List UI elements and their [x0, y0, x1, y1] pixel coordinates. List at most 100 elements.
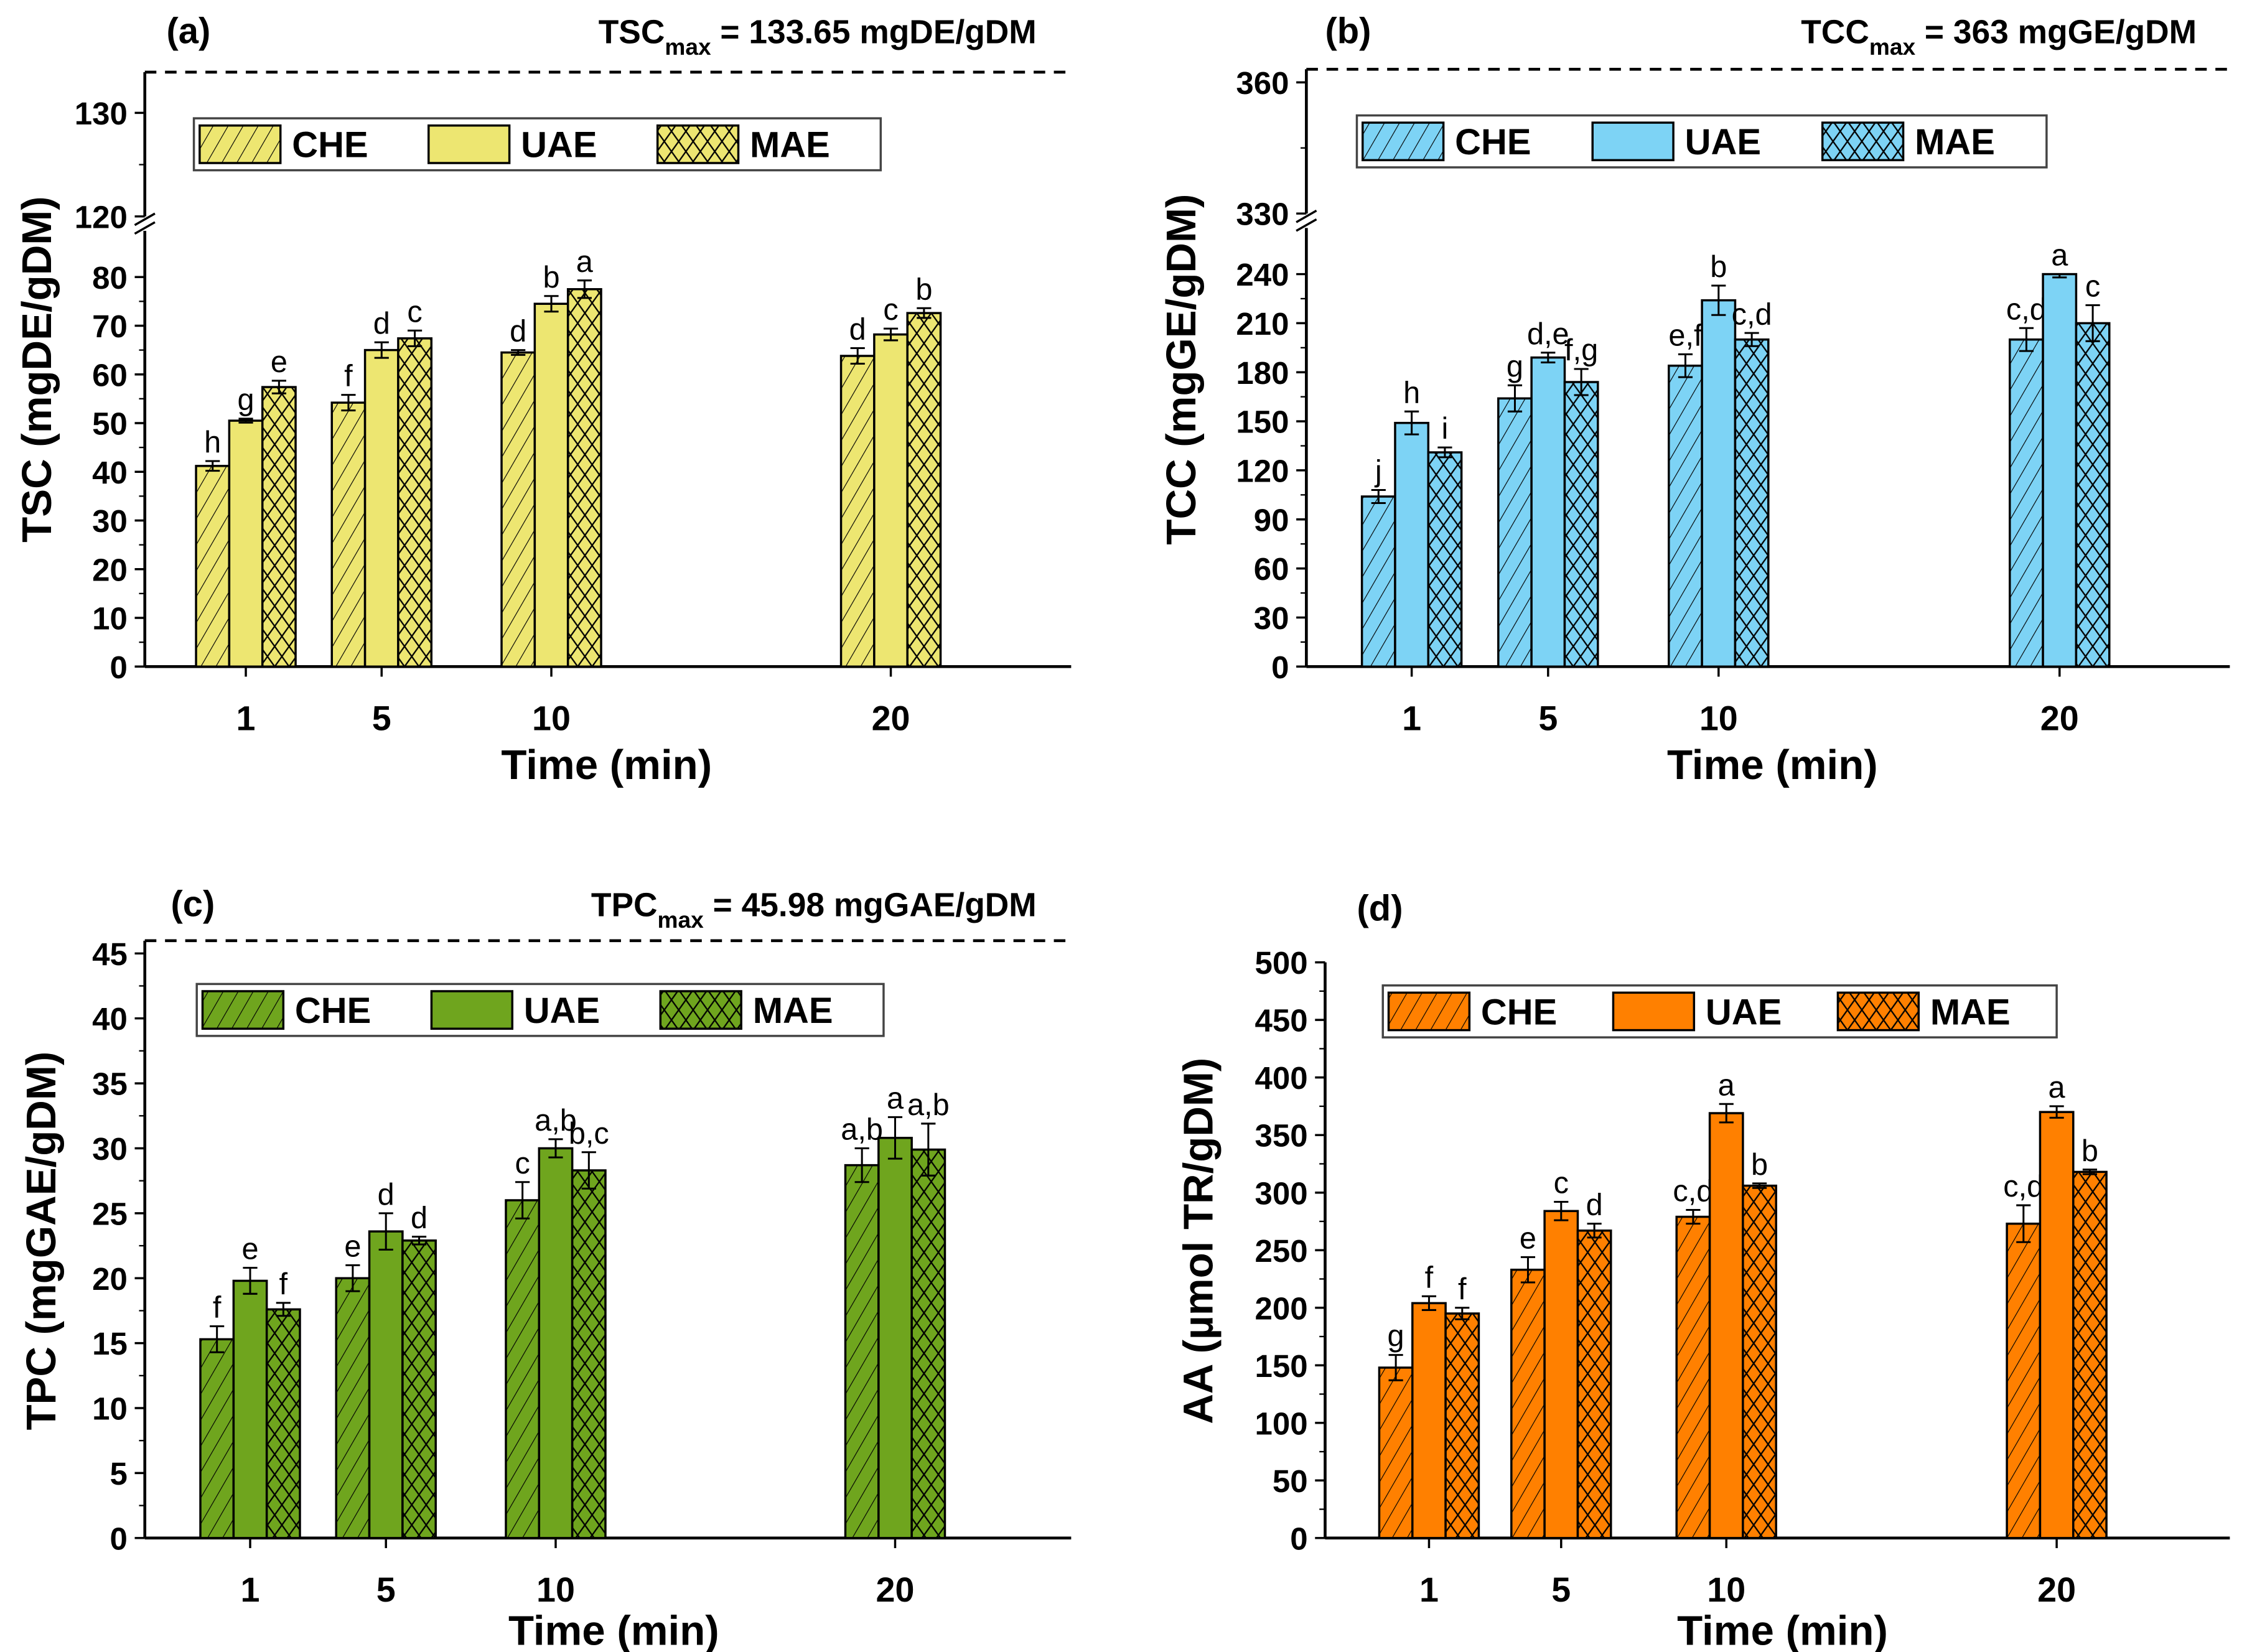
y-tick-label: 60: [1254, 551, 1289, 587]
legend-swatch-che: [201, 990, 285, 1030]
significance-letter: e: [241, 1233, 258, 1266]
y-tick-label: 40: [92, 455, 128, 490]
bar-che: [1668, 364, 1703, 668]
x-tick-label: 20: [2040, 699, 2079, 737]
error-bar: [1744, 332, 1759, 347]
error-bar: [2052, 273, 2067, 279]
significance-letter: d: [849, 313, 866, 347]
panel-d: 0 50 100 150 200 250 300 350 400 450 500 1 5 10 20 Time…: [1175, 889, 2230, 1652]
error-bar: [1686, 1208, 1701, 1225]
error-bar: [1719, 1103, 1734, 1124]
bar-uae: [1411, 1302, 1447, 1539]
significance-letter: h: [204, 426, 221, 459]
x-tick-label: 5: [372, 699, 391, 737]
x-tick-label: 5: [376, 1570, 396, 1609]
bar-mae: [906, 312, 942, 668]
significance-letter: c,d: [2003, 1170, 2044, 1203]
error-bar: [2019, 327, 2034, 352]
error-bar: [548, 1138, 563, 1159]
legend-swatch-che: [1362, 121, 1445, 162]
error-bar: [378, 1212, 393, 1251]
y-tick-label: 0: [1290, 1521, 1307, 1556]
y-tick-label: 330: [1236, 197, 1289, 232]
significance-letter: b: [2081, 1134, 2098, 1168]
bar-uae: [232, 1279, 268, 1539]
y-tick-label: 200: [1255, 1290, 1308, 1326]
significance-letter: a,b: [535, 1104, 577, 1137]
bar-mae: [401, 1239, 437, 1539]
error-bar: [2016, 1204, 2031, 1243]
error-bar: [1455, 1307, 1470, 1320]
bar-che: [505, 1199, 541, 1539]
error-bar: [544, 295, 559, 313]
max-annotation: TSCmax = 133.65 mgDE/gDM: [599, 14, 1037, 60]
legend: [195, 982, 885, 1037]
x-tick-label: 10: [532, 699, 571, 737]
significance-letter: e: [1520, 1221, 1536, 1255]
error-bar: [271, 380, 286, 394]
y-tick-label: 60: [92, 357, 128, 393]
y-tick-label: 150: [1236, 404, 1289, 440]
y-tick-label: 120: [75, 199, 128, 235]
y-tick-label: 450: [1255, 1003, 1308, 1038]
significance-letter: e: [344, 1230, 361, 1263]
y-tick-label: 250: [1255, 1233, 1308, 1269]
bar-uae: [1394, 421, 1430, 668]
error-bar: [411, 1235, 427, 1246]
error-bar: [1520, 1256, 1536, 1284]
y-tick-label: 210: [1236, 306, 1289, 342]
y-tick-label: 70: [92, 309, 128, 344]
y-tick-label: 25: [92, 1196, 128, 1231]
max-subscript: max: [658, 907, 704, 933]
error-bar: [1752, 1182, 1767, 1189]
significance-letter: c,d: [1732, 297, 1772, 331]
error-bar: [1587, 1223, 1602, 1239]
error-bar: [1554, 1200, 1569, 1221]
error-bar: [1404, 410, 1419, 436]
legend-label: UAE: [524, 991, 600, 1031]
y-tick-label: 350: [1255, 1118, 1308, 1154]
panel-a: 0 10 20 30 40 50 60 70 80 120 130 1 5 10 20 Time (min) T…: [14, 12, 1072, 788]
x-tick-label: 10: [536, 1570, 575, 1609]
bar-uae: [2039, 1111, 2075, 1539]
significance-letter: d: [411, 1202, 428, 1235]
y-tick-label: 15: [92, 1326, 128, 1361]
significance-letter: g: [238, 383, 255, 417]
significance-letter: g: [1388, 1320, 1404, 1353]
y-tick-label: 0: [110, 1521, 128, 1556]
legend: [192, 117, 882, 172]
legend-label: UAE: [521, 126, 597, 166]
legend-swatch-uae: [430, 990, 513, 1030]
y-tick-label: 40: [92, 1001, 128, 1037]
bar-uae: [873, 333, 909, 668]
significance-letter: f: [279, 1267, 288, 1301]
bar-mae: [1444, 1312, 1480, 1539]
significance-letter: c,d: [2006, 292, 2047, 326]
max-annotation: TPCmax = 45.98 mgGAE/gDM: [591, 887, 1037, 933]
y-tick-label: 240: [1236, 257, 1289, 292]
max-label: TPC: [591, 887, 658, 923]
y-tick-label: 5: [110, 1456, 128, 1491]
error-bar: [511, 349, 526, 356]
significance-letter: j: [1374, 455, 1382, 488]
error-bar: [1574, 368, 1589, 396]
bar-mae: [571, 1169, 607, 1539]
panel-label: (c): [171, 884, 215, 924]
error-bar: [577, 279, 592, 299]
significance-letter: f: [344, 360, 353, 393]
legend: [1381, 984, 2058, 1038]
significance-letter: b: [1751, 1148, 1768, 1182]
legend-label: MAE: [753, 991, 833, 1031]
x-tick-label: 20: [872, 699, 910, 737]
axis-break-mark: [134, 212, 156, 235]
error-bar: [921, 1122, 936, 1177]
y-tick-label: 20: [92, 1261, 128, 1297]
error-bar: [205, 460, 220, 472]
error-bar: [2082, 1169, 2098, 1175]
error-bar: [1371, 488, 1386, 504]
error-bar: [1711, 284, 1726, 316]
bar-che: [199, 1338, 235, 1539]
bar-uae: [2042, 273, 2078, 668]
bar-uae: [1708, 1112, 1744, 1539]
